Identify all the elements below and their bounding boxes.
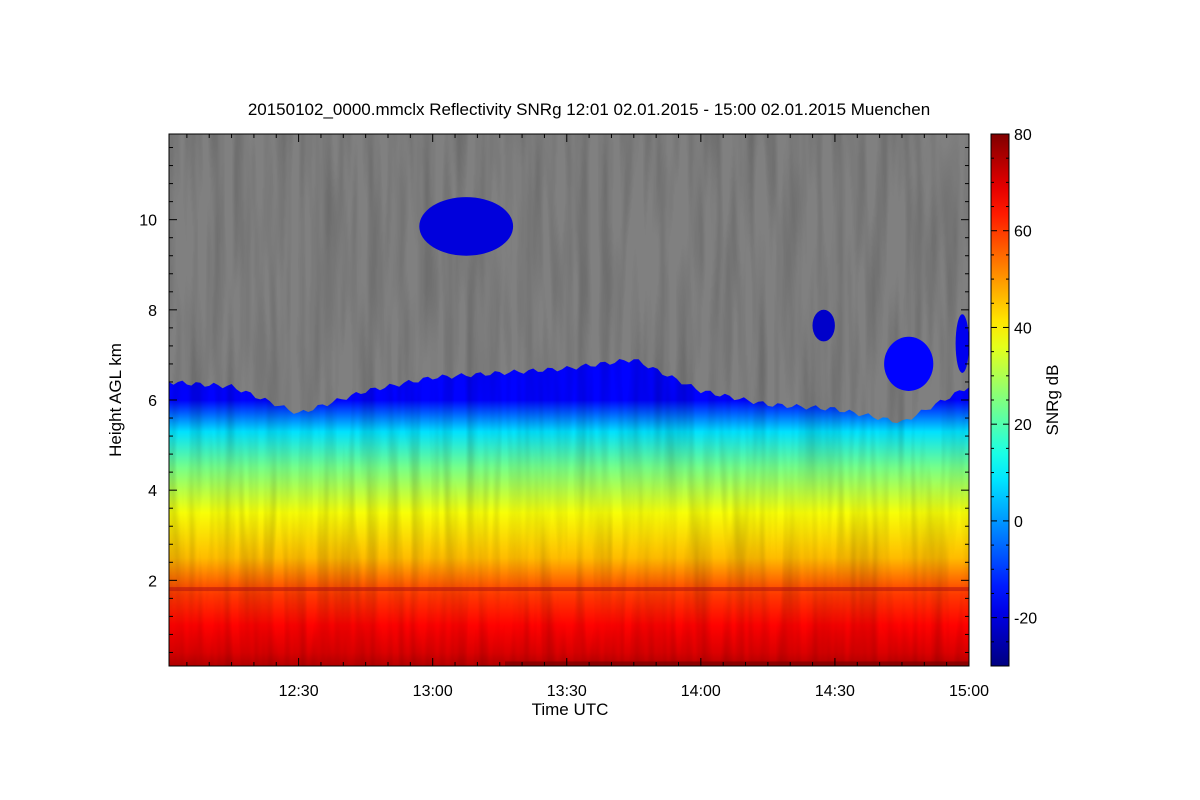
x-tick-label-4: 14:00 xyxy=(681,683,721,700)
x-tick-label-6: 15:00 xyxy=(949,683,989,700)
colorbar-label: SNRg dB xyxy=(1043,365,1062,436)
upper-echo-2 xyxy=(884,336,934,391)
chart-title: 20150102_0000.mmclx Reflectivity SNRg 12… xyxy=(248,100,930,119)
x-tick-label-5: 14:30 xyxy=(815,683,855,700)
x-tick-label-2: 13:00 xyxy=(413,683,453,700)
colorbar: -20 0 20 40 60 80 xyxy=(990,127,1037,667)
upper-echo-1 xyxy=(419,197,514,256)
upper-echo-4 xyxy=(812,309,835,342)
y-tick-label-3: 6 xyxy=(148,393,157,410)
melting-layer-band xyxy=(169,587,969,592)
colorbar-tick-label-1: -20 xyxy=(1014,611,1037,628)
y-tick-label-2: 4 xyxy=(148,483,157,500)
x-tick-label-3: 13:30 xyxy=(547,683,587,700)
x-axis-label: Time UTC xyxy=(532,700,609,719)
plot-area: 12:30 13:00 13:30 14:00 14:30 15:00 2 4 6 8 10 xyxy=(139,133,989,700)
upper-echoes xyxy=(419,197,969,391)
surface-clutter-band xyxy=(505,661,969,666)
y-axis: 2 4 6 8 10 xyxy=(139,147,969,653)
colorbar-tick-label-6: 80 xyxy=(1014,127,1032,144)
y-axis-label: Height AGL km xyxy=(106,343,125,457)
upper-echo-3 xyxy=(955,314,969,373)
y-tick-label-1: 2 xyxy=(148,573,157,590)
colorbar-tick-label-3: 20 xyxy=(1014,417,1032,434)
colorbar-tick-label-2: 0 xyxy=(1014,514,1023,531)
x-axis: 12:30 13:00 13:30 14:00 14:30 15:00 xyxy=(186,134,989,700)
colorbar-tick-label-4: 40 xyxy=(1014,321,1032,338)
cloud-texture xyxy=(169,134,969,666)
y-tick-label-4: 8 xyxy=(148,303,157,320)
y-tick-label-5: 10 xyxy=(139,213,157,230)
colorbar-tick-label-5: 60 xyxy=(1014,224,1032,241)
colorbar-ticks: -20 0 20 40 60 80 xyxy=(991,127,1037,643)
x-tick-label-1: 12:30 xyxy=(279,683,319,700)
